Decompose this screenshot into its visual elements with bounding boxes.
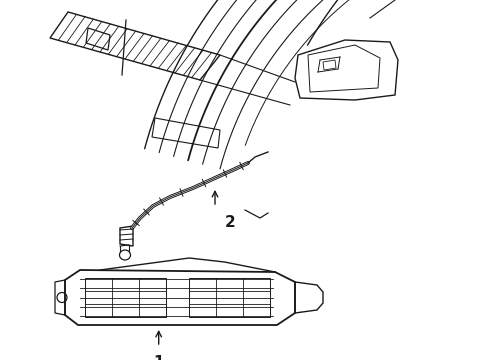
Bar [85, 278, 166, 317]
Text: 2: 2 [225, 215, 236, 230]
Bar [189, 278, 270, 317]
Text: 1: 1 [153, 355, 164, 360]
